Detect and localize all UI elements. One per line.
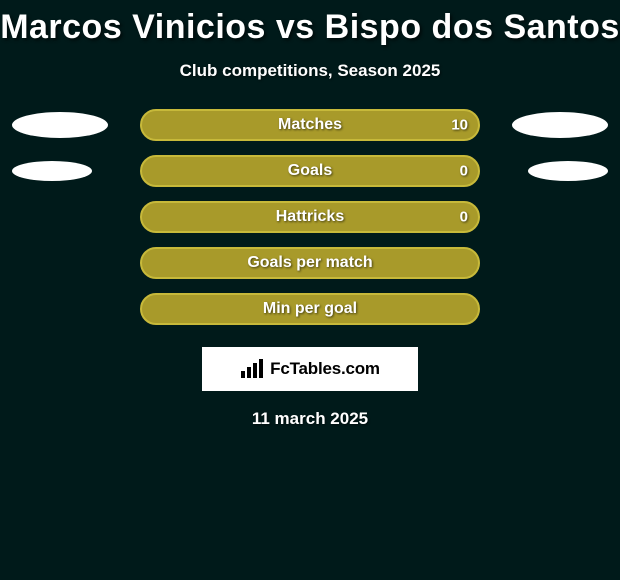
right-ellipse <box>512 112 608 138</box>
stat-row-hattricks: Hattricks 0 <box>0 201 620 233</box>
stat-label: Min per goal <box>263 300 357 318</box>
stat-bar: Goals 0 <box>140 155 480 187</box>
stat-bar: Matches 10 <box>140 109 480 141</box>
bars-icon <box>240 359 264 379</box>
stats-rows: Matches 10 Goals 0 Hattricks 0 Goals per… <box>0 109 620 325</box>
left-ellipse <box>12 161 92 181</box>
right-ellipse <box>528 161 608 181</box>
stat-label: Goals per match <box>247 254 372 272</box>
left-ellipse <box>12 112 108 138</box>
stat-row-matches: Matches 10 <box>0 109 620 141</box>
stat-bar: Hattricks 0 <box>140 201 480 233</box>
stat-bar: Min per goal <box>140 293 480 325</box>
stat-bar: Goals per match <box>140 247 480 279</box>
stat-value: 10 <box>451 117 468 134</box>
stat-row-goals: Goals 0 <box>0 155 620 187</box>
logo-text: FcTables.com <box>270 359 380 379</box>
subtitle: Club competitions, Season 2025 <box>0 61 620 81</box>
stat-label: Matches <box>278 116 342 134</box>
stat-row-goals-per-match: Goals per match <box>0 247 620 279</box>
stat-label: Goals <box>288 162 332 180</box>
logo-box: FcTables.com <box>202 347 418 391</box>
stat-value: 0 <box>460 163 468 180</box>
stat-label: Hattricks <box>276 208 344 226</box>
page-title: Marcos Vinicios vs Bispo dos Santos <box>0 0 620 47</box>
stat-row-min-per-goal: Min per goal <box>0 293 620 325</box>
date-label: 11 march 2025 <box>0 409 620 429</box>
stat-value: 0 <box>460 209 468 226</box>
